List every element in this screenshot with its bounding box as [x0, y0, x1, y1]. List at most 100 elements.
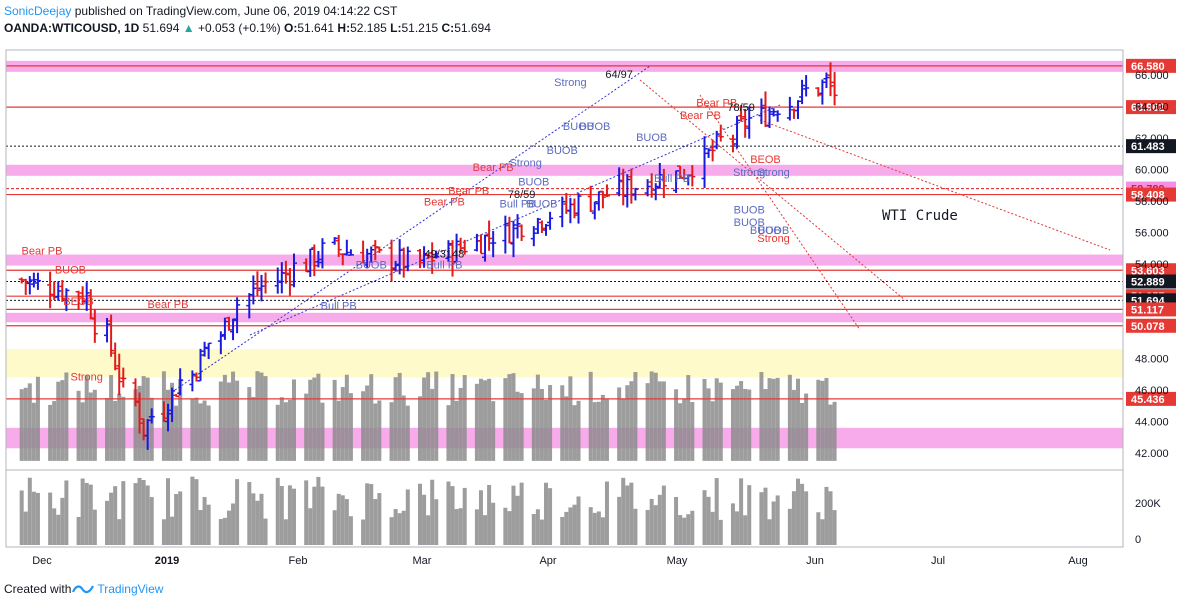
close-value: 51.694	[454, 21, 491, 35]
ohlc-bar	[201, 341, 208, 357]
ohlc-bar	[47, 271, 54, 309]
volume-bar	[48, 404, 53, 461]
ohlc-bar	[656, 162, 663, 189]
ohlc-bar	[417, 248, 423, 269]
volume-bar	[649, 371, 654, 461]
ohlc-bar	[599, 190, 606, 209]
volume-bar-lower	[690, 510, 695, 545]
volume-bar-lower	[617, 496, 622, 545]
volume-bar-lower	[332, 510, 337, 545]
tradingview-brand[interactable]: TradingView	[97, 582, 164, 596]
volume-bar	[218, 381, 223, 461]
volume-bar	[678, 403, 683, 461]
ohlc-bar	[75, 290, 82, 310]
volume-bar-lower	[235, 479, 240, 545]
ohlc-bar	[400, 247, 407, 278]
volume-bar	[560, 385, 565, 461]
ohlc-bar	[632, 187, 639, 201]
volume-bar	[279, 397, 284, 461]
volume-bar-lower	[141, 479, 146, 545]
ohlc-bar	[620, 168, 627, 206]
volume-bar	[178, 378, 183, 461]
volume-bar-lower	[27, 477, 32, 545]
ohlc-bar	[746, 106, 753, 139]
volume-bar	[80, 402, 85, 461]
ohlc-bar	[717, 124, 724, 142]
price-label: 53.603	[1126, 263, 1176, 278]
volume-bar-lower	[478, 490, 483, 545]
volume-bar	[194, 397, 199, 461]
volume-bar-lower	[633, 508, 638, 545]
ohlc-bar	[461, 239, 468, 255]
volume-bar-lower	[539, 519, 544, 545]
volume-bar-lower	[800, 483, 805, 545]
ohlc-bar	[603, 184, 610, 197]
volume-bar	[568, 376, 573, 461]
volume-bar	[231, 371, 236, 461]
volume-bar	[361, 391, 366, 461]
ohlc-bar	[83, 282, 90, 311]
volume-tick-label: 0	[1135, 534, 1141, 546]
ohlc-bar	[136, 392, 143, 434]
volume-bar-lower	[661, 485, 666, 545]
volume-bar	[763, 389, 768, 461]
ohlc-bar	[112, 342, 119, 371]
volume-bar-lower	[292, 488, 296, 545]
volume-bar-lower	[653, 505, 658, 545]
volume-bar	[629, 381, 634, 461]
volume-bar-lower	[121, 481, 126, 545]
volume-bar	[832, 401, 837, 461]
x-tick-label: Feb	[289, 555, 308, 567]
open-label: O:	[284, 21, 298, 35]
volume-bar-lower	[287, 485, 292, 545]
y-tick-label: 60.000	[1135, 165, 1169, 177]
ohlc-bar	[87, 289, 94, 320]
x-tick-label: Apr	[539, 555, 556, 567]
volume-bar	[787, 374, 792, 461]
ohlc-bar	[734, 115, 741, 149]
volume-bar	[491, 401, 496, 461]
volume-bar	[340, 387, 345, 461]
volume-bar	[674, 389, 679, 461]
volume-bar	[718, 382, 723, 461]
volume-bar-lower	[600, 517, 605, 545]
volume-bar-lower	[730, 503, 735, 545]
volume-bar-lower	[255, 500, 260, 545]
price-label-text: 63.962	[1131, 102, 1165, 114]
ohlc-bar	[225, 316, 232, 331]
volume-bar	[88, 392, 93, 461]
volume-bar-lower	[31, 491, 36, 545]
volume-bar-lower	[426, 515, 431, 545]
supply-demand-zone	[6, 312, 1123, 323]
volume-bar	[292, 379, 296, 461]
volume-bar-lower	[48, 492, 53, 545]
ohlc-bar	[169, 387, 176, 423]
yellow-zone	[6, 349, 1123, 378]
volume-bar	[113, 400, 118, 461]
annotation-label: BUOB	[758, 225, 789, 237]
author-link[interactable]: SonicDeejay	[4, 4, 72, 18]
volume-bar-lower	[564, 511, 569, 545]
ohlc-bar	[22, 278, 29, 295]
volume-bar-lower	[816, 512, 821, 545]
low-label: L:	[390, 21, 402, 35]
volume-bar	[401, 395, 406, 461]
ohlc-bar	[786, 96, 793, 121]
volume-bar	[369, 374, 374, 461]
volume-bar-lower	[649, 498, 654, 545]
volume-bar	[657, 381, 662, 461]
ohlc-bar	[120, 367, 127, 388]
volume-bar-lower	[682, 517, 687, 545]
volume-bar	[450, 374, 455, 461]
x-tick-label: Mar	[413, 555, 432, 567]
price-axis[interactable]: 66.58063.96261.48358.78958.40853.60352.8…	[1126, 58, 1176, 546]
volume-bar	[600, 394, 605, 461]
volume-bar	[64, 372, 69, 461]
time-axis[interactable]: Dec 2019 Feb Mar Apr May Jun Jul Aug	[32, 555, 1088, 567]
volume-bar	[515, 391, 520, 461]
volume-bar	[60, 380, 65, 461]
volume-bar	[206, 405, 211, 461]
volume-bar-lower	[507, 511, 512, 545]
ohlc-bar	[343, 239, 350, 256]
